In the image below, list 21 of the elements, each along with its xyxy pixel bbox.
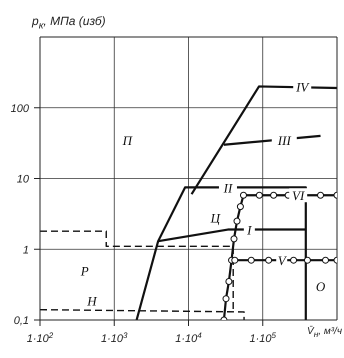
x-axis-title: V̄$_{н}$, м³/ч — [307, 326, 342, 339]
annotation: Р — [80, 264, 89, 279]
y-axis-title: p$_{к}$, МПа (изб) — [32, 14, 106, 32]
annotation: VI — [292, 188, 305, 204]
annotation: I — [246, 222, 252, 238]
y-tick-label: 100 — [10, 102, 30, 115]
annotation: П — [122, 133, 134, 148]
annotation: Н — [86, 293, 98, 308]
y-tick-label: 10 — [16, 174, 30, 186]
x-tick-label: 1·10$^{4}$ — [175, 330, 202, 345]
annotation: III — [276, 133, 292, 148]
annotation: О — [316, 279, 326, 294]
x-tick-label: 1·10$^{3}$ — [101, 330, 128, 345]
annotation: IV — [295, 79, 310, 94]
annotation: II — [222, 180, 233, 196]
x-tick-label: 1·10$^{5}$ — [250, 330, 277, 345]
y-tick-label: 1 — [22, 244, 29, 256]
annotation: V — [278, 253, 288, 268]
annotation: Ц — [210, 210, 221, 226]
y-tick-label: 0,1 — [14, 315, 29, 327]
x-tick-label: 1·10$^{2}$ — [26, 330, 54, 345]
